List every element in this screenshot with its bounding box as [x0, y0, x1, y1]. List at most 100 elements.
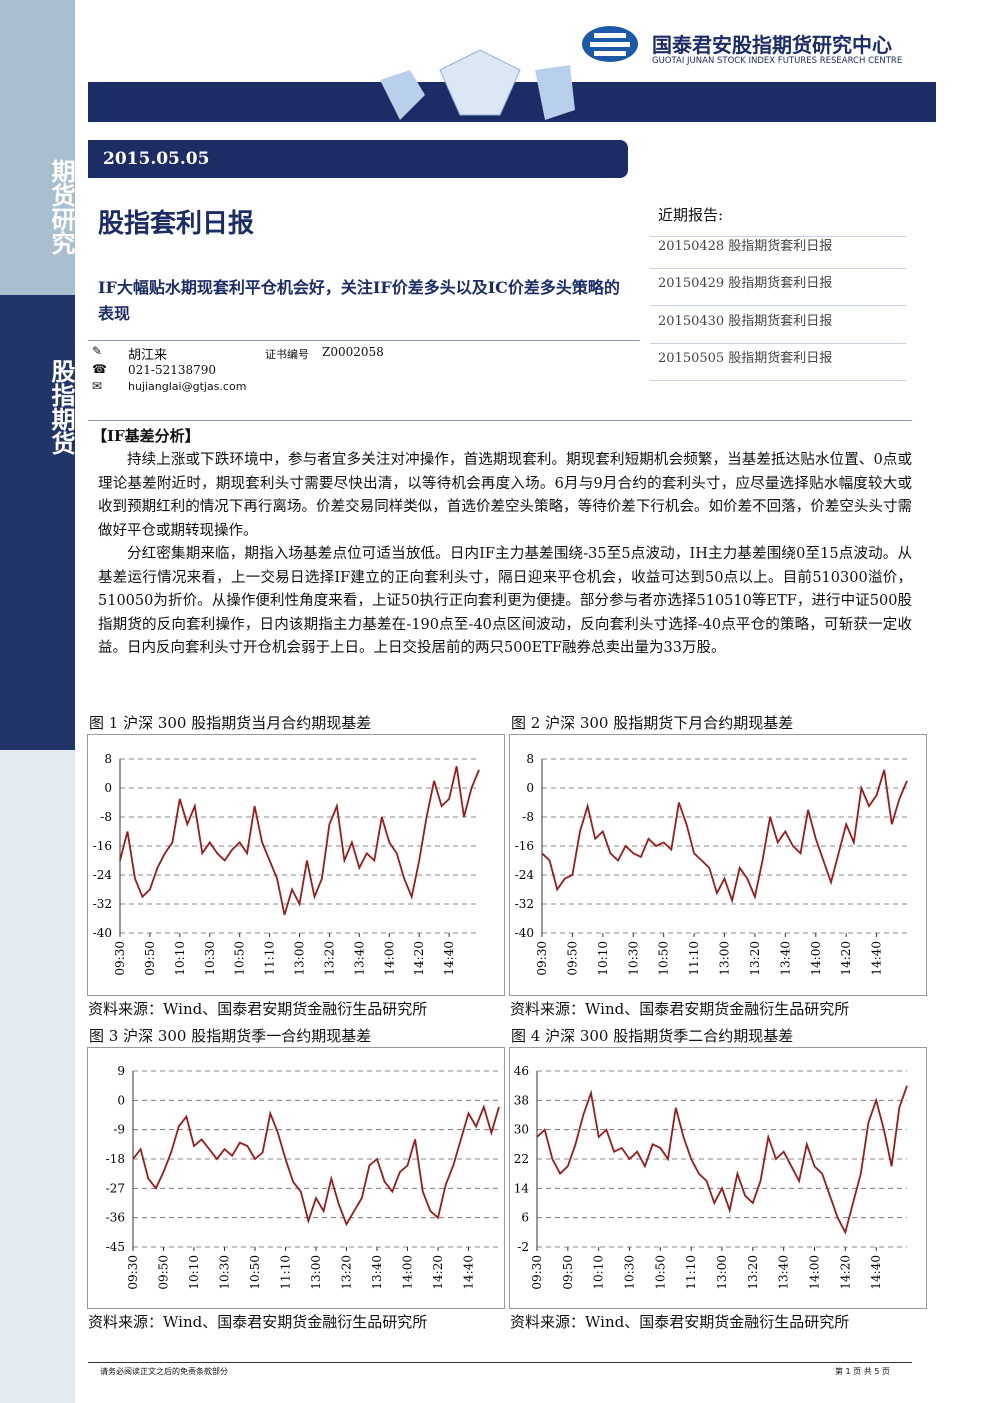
x-tick-label: 09:30 — [535, 941, 549, 976]
x-tick-label: 11:10 — [279, 1255, 293, 1290]
chart: 46 38 30 22 14 6 -209:30 09:50 10:10 10:30 10:50 11… — [509, 1047, 927, 1309]
divider — [88, 420, 912, 421]
x-tick-label: 13:00 — [309, 1255, 323, 1290]
report-title: 股指套利日报 — [98, 209, 255, 239]
x-tick-label: 13:20 — [748, 941, 762, 976]
x-tick-label: 14:20 — [431, 1255, 445, 1290]
y-tick-label: -8 — [100, 810, 112, 824]
y-tick-label: -32 — [515, 897, 534, 911]
x-tick-label: 13:20 — [322, 941, 336, 976]
figure-caption: 图 2 沪深 300 股指期货下月合约期现基差 — [511, 714, 794, 732]
paragraph: 分红密集期来临，期指入场基差点位可适当放低。日内IF主力基差围绕-35至5点波动… — [98, 546, 912, 656]
line-series — [541, 769, 908, 904]
figure-caption: 图 3 沪深 300 股指期货季一合约期现基差 — [89, 1027, 372, 1045]
x-tick-label: 13:40 — [777, 1255, 791, 1290]
y-tick-label: 8 — [526, 752, 534, 766]
sidebar-label: 股指期货 — [47, 359, 76, 455]
line-series — [119, 766, 480, 916]
figure-source: 资料来源：Wind、国泰君安期货金融衍生品研究所 — [88, 1313, 428, 1331]
x-tick-label: 09:50 — [565, 941, 579, 976]
author: 胡江来 — [128, 348, 168, 363]
x-tick-label: 14:00 — [809, 941, 823, 976]
email: hujianglai@gtjas.com — [128, 380, 247, 393]
x-tick-label: 11:10 — [684, 1255, 698, 1290]
y-tick-label: -40 — [93, 926, 112, 940]
x-tick-label: 13:40 — [370, 1255, 384, 1290]
x-tick-label: 10:30 — [626, 941, 640, 976]
x-tick-label: 09:50 — [157, 1255, 171, 1290]
x-tick-label: 14:40 — [870, 941, 884, 976]
x-tick-label: 10:50 — [657, 941, 671, 976]
line-series — [536, 1085, 908, 1235]
x-tick-label: 13:40 — [352, 941, 366, 976]
y-tick-label: -8 — [522, 810, 534, 824]
x-tick-label: 10:30 — [218, 1255, 232, 1290]
x-tick-label: 11:10 — [687, 941, 701, 976]
x-tick-label: 14:20 — [838, 1255, 852, 1290]
y-tick-label: 0 — [104, 781, 112, 795]
x-tick-label: 09:30 — [113, 941, 127, 976]
recent-item[interactable]: 20150428 股指期货套利日报 — [650, 232, 906, 269]
x-tick-label: 11:10 — [263, 941, 277, 976]
y-tick-label: -24 — [515, 868, 535, 882]
report-subtitle: IF大幅贴水期现套利平仓机会好，关注IF价差多头以及IC价差多头策略的表现 — [98, 278, 620, 323]
x-tick-label: 14:20 — [839, 941, 853, 976]
x-tick-label: 14:40 — [869, 1255, 883, 1290]
sidebar-bottom — [0, 750, 75, 1403]
logo — [582, 26, 638, 62]
chart-frame — [509, 1047, 927, 1309]
figure-source: 资料来源：Wind、国泰君安期货金融衍生品研究所 — [88, 1000, 428, 1018]
y-tick-label: 38 — [514, 1093, 529, 1107]
paragraph: 持续上涨或下跌环境中，参与者宜多关注对冲操作，首选期现套利。期现套利短期机会频繁… — [98, 452, 912, 539]
y-tick-label: 8 — [104, 752, 112, 766]
y-tick-label: 0 — [526, 781, 534, 795]
y-tick-label: 0 — [117, 1093, 125, 1107]
page-number: 第 1 页 共 5 页 — [835, 1367, 890, 1376]
chart-frame — [87, 734, 505, 996]
sidebar-mid — [0, 295, 75, 750]
org-name-en: GUOTAI JUNAN STOCK INDEX FUTURES RESEARC… — [652, 56, 903, 66]
divider — [88, 1362, 912, 1363]
y-tick-label: -9 — [113, 1123, 125, 1137]
y-tick-label: 22 — [514, 1152, 529, 1166]
y-tick-label: 30 — [514, 1123, 529, 1137]
figure-source: 资料来源：Wind、国泰君安期货金融衍生品研究所 — [510, 1313, 850, 1331]
line-series — [132, 1104, 500, 1227]
x-tick-label: 13:00 — [293, 941, 307, 976]
diamonds — [380, 49, 575, 120]
x-tick-label: 13:00 — [718, 941, 732, 976]
x-tick-label: 09:50 — [561, 1255, 575, 1290]
recent-item[interactable]: 20150429 股指期货套利日报 — [650, 269, 906, 306]
date: 2015.05.05 — [88, 140, 628, 178]
x-tick-label: 09:50 — [143, 941, 157, 976]
x-tick-label: 13:40 — [778, 941, 792, 976]
y-tick-label: -27 — [106, 1181, 125, 1195]
y-tick-label: 6 — [521, 1211, 529, 1225]
recent-item[interactable]: 20150430 股指期货套利日报 — [650, 307, 906, 344]
y-tick-label: -32 — [93, 897, 112, 911]
x-tick-label: 10:30 — [203, 941, 217, 976]
cert: Z0002058 — [322, 345, 384, 359]
x-tick-label: 14:00 — [382, 941, 396, 976]
figure-caption: 图 4 沪深 300 股指期货季二合约期现基差 — [511, 1027, 794, 1045]
y-tick-label: -2 — [517, 1240, 529, 1254]
y-tick-label: -36 — [106, 1211, 125, 1225]
sidebar-label: 期货研究 — [47, 159, 76, 255]
chart-frame — [87, 1047, 505, 1309]
x-tick-label: 10:10 — [187, 1255, 201, 1290]
disclaimer: 请务必阅读正文之后的免责条款部分 — [100, 1367, 228, 1376]
x-tick-label: 10:10 — [173, 941, 187, 976]
figure-source: 资料来源：Wind、国泰君安期货金融衍生品研究所 — [510, 1000, 850, 1018]
recent-item[interactable]: 20150505 股指期货套利日报 — [650, 344, 906, 381]
divider — [88, 340, 640, 341]
x-tick-label: 10:10 — [596, 941, 610, 976]
recent-heading: 近期报告: — [650, 200, 906, 237]
x-tick-label: 14:00 — [401, 1255, 415, 1290]
section-heading: 【IF基差分析】 — [92, 427, 200, 445]
chart-frame — [509, 734, 927, 996]
y-tick-label: 14 — [514, 1181, 530, 1195]
x-tick-label: 10:50 — [233, 941, 247, 976]
